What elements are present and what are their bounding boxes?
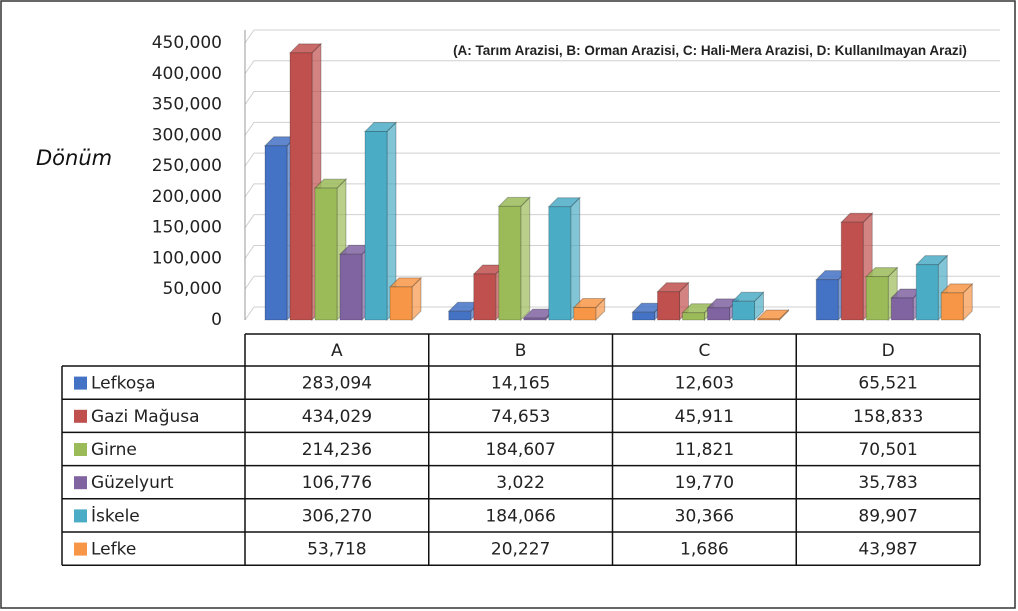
table-cell: 214,236 — [302, 440, 372, 460]
table-cell: 14,165 — [491, 374, 550, 394]
table-cell: 53,718 — [307, 540, 366, 560]
bar — [657, 291, 680, 321]
table-cell: 65,521 — [858, 374, 917, 394]
column-header: A — [331, 341, 343, 361]
y-tick-label: 50,000 — [163, 279, 222, 299]
grid-line — [244, 183, 1000, 198]
bar — [289, 52, 313, 321]
bar — [840, 221, 864, 321]
bar — [815, 279, 839, 321]
bar — [364, 130, 388, 321]
bar — [498, 205, 522, 321]
table-cell: 43,987 — [858, 540, 917, 560]
grid-line — [244, 275, 1000, 290]
bar — [757, 318, 780, 321]
y-tick-label: 400,000 — [152, 64, 222, 84]
table-cell: 20,227 — [491, 540, 550, 560]
annotation: (A: Tarım Arazisi, B: Orman Arazisi, C: … — [453, 43, 967, 58]
bar — [915, 264, 939, 321]
table-cell: 158,833 — [853, 407, 923, 427]
table-cell: 106,776 — [302, 473, 372, 493]
grid-line — [244, 91, 1000, 105]
y-tick-label: 100,000 — [152, 248, 222, 268]
table-cell: 35,783 — [858, 473, 917, 493]
bar — [865, 276, 889, 321]
bar — [632, 311, 655, 321]
legend-swatch — [74, 443, 87, 456]
column-header: D — [882, 341, 895, 361]
bar-side — [520, 196, 531, 322]
y-tick-label: 300,000 — [152, 125, 222, 145]
bar — [339, 253, 363, 321]
bar — [890, 297, 914, 321]
grid-line — [244, 29, 1000, 44]
grid-line — [244, 244, 1000, 259]
bar — [314, 187, 338, 321]
grid-line — [244, 60, 1000, 75]
grid-line — [244, 214, 1000, 228]
bar — [473, 273, 497, 321]
bar — [548, 206, 572, 321]
table-cell: 45,911 — [675, 407, 734, 427]
y-tick-label: 200,000 — [152, 187, 222, 207]
legend-label: Girne — [91, 440, 137, 460]
bar — [732, 300, 755, 321]
table-cell: 89,907 — [858, 506, 917, 526]
legend-swatch — [74, 509, 87, 523]
bar — [682, 312, 705, 321]
bar — [707, 307, 730, 321]
table-cell: 184,066 — [485, 506, 555, 526]
table-cell: 283,094 — [302, 374, 372, 394]
column-header: B — [515, 341, 527, 361]
bar — [389, 286, 413, 321]
y-tick-label: 350,000 — [152, 95, 222, 115]
legend-label: Lefkoşa — [91, 374, 156, 394]
legend-swatch — [74, 476, 87, 490]
bar — [573, 307, 597, 321]
grid-line — [244, 152, 1000, 167]
legend-label: Lefke — [91, 540, 136, 560]
table-cell: 306,270 — [302, 506, 372, 526]
table-cell: 3,022 — [496, 473, 545, 493]
y-tick-label: 450,000 — [152, 33, 222, 53]
y-tick-label: 250,000 — [152, 156, 222, 176]
y-axis-label: Dönüm — [36, 146, 113, 170]
bar — [940, 292, 964, 321]
grid-line — [244, 121, 1000, 136]
bar — [448, 310, 472, 321]
table-cell: 12,603 — [675, 374, 734, 394]
table-cell: 434,029 — [302, 407, 372, 427]
bar-side — [570, 196, 581, 322]
table-cell: 11,821 — [675, 440, 734, 460]
y-tick-label: 0 — [211, 310, 222, 330]
legend-label: Güzelyurt — [91, 473, 174, 493]
legend-swatch — [74, 542, 87, 556]
table-cell: 19,770 — [675, 473, 734, 493]
legend-swatch — [74, 409, 87, 423]
legend-swatch — [74, 376, 87, 390]
legend-label: İskele — [91, 505, 140, 526]
legend-label: Gazi Mağusa — [91, 407, 200, 427]
table-cell: 74,653 — [491, 407, 550, 427]
y-tick-label: 150,000 — [152, 218, 222, 238]
table-cell: 70,501 — [858, 440, 917, 460]
table-cell: 30,366 — [675, 506, 734, 526]
table-cell: 1,686 — [680, 540, 729, 560]
bar — [264, 145, 288, 321]
bar — [523, 317, 547, 321]
column-header: C — [698, 341, 710, 361]
table-cell: 184,607 — [485, 440, 555, 460]
